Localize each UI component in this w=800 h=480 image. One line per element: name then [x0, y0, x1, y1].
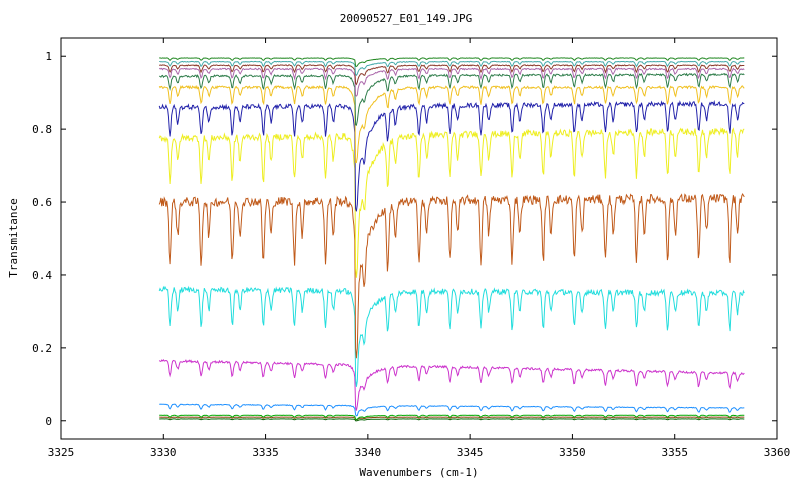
series-line-4 [159, 403, 745, 417]
series-line-8 [158, 127, 745, 278]
y-tick-label: 0 [45, 415, 52, 428]
y-axis-label: Transmitance [7, 198, 20, 277]
x-tick-label: 3350 [559, 446, 586, 459]
series-line-2 [159, 416, 745, 421]
series-line-3 [159, 414, 745, 421]
series-line-1 [159, 418, 745, 422]
y-tick-label: 0.8 [32, 123, 52, 136]
plot-frame [60, 37, 778, 440]
y-tick-label: 0.2 [32, 342, 52, 355]
x-axis: 3325 3330 3335 3340 3345 3350 3355 3360 [48, 38, 791, 459]
y-tick-label: 0.4 [32, 269, 52, 282]
x-tick-label: 3330 [150, 446, 177, 459]
series-line-10 [158, 84, 745, 164]
chart-title: 20090527_E01_149.JPG [340, 12, 472, 25]
series-group [158, 57, 745, 422]
series-line-11 [159, 72, 745, 126]
y-tick-label: 0.6 [32, 196, 52, 209]
series-line-7 [158, 193, 745, 359]
x-tick-label: 3335 [252, 446, 279, 459]
x-tick-label: 3325 [48, 446, 75, 459]
x-axis-label: Wavenumbers (cm-1) [359, 466, 478, 479]
series-line-13 [158, 64, 745, 86]
y-tick-label: 1 [45, 50, 52, 63]
x-tick-label: 3345 [457, 446, 484, 459]
series-line-9 [158, 99, 745, 212]
series-line-15 [159, 57, 745, 67]
series-line-12 [158, 67, 745, 97]
series-line-14 [159, 60, 745, 77]
x-tick-label: 3355 [661, 446, 688, 459]
x-tick-label: 3340 [355, 446, 382, 459]
series-line-6 [158, 285, 745, 387]
series-line-5 [158, 358, 745, 411]
y-axis: 0 0.2 0.4 0.6 0.8 1 [32, 50, 777, 428]
x-tick-label: 3360 [764, 446, 791, 459]
